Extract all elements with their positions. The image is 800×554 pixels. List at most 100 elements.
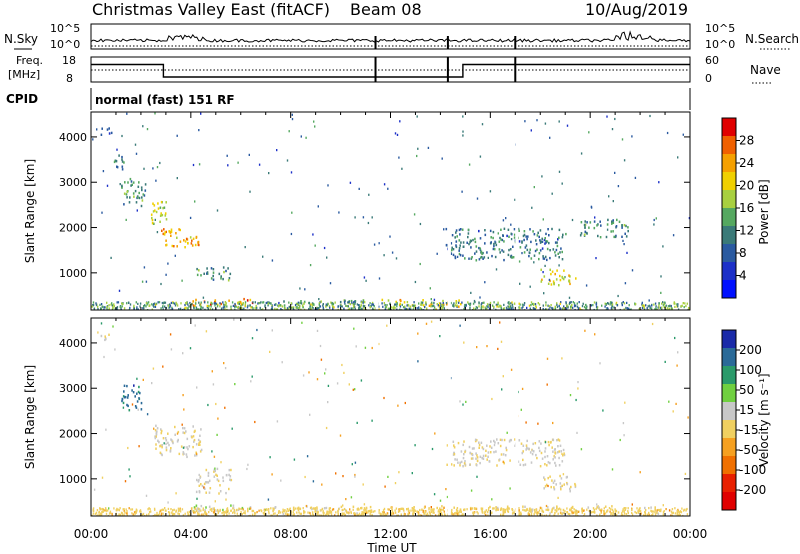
range-cell <box>460 510 462 513</box>
range-cell <box>198 508 201 511</box>
range-cell <box>138 196 141 200</box>
range-cell <box>639 471 641 474</box>
range-cell <box>155 447 157 450</box>
range-cell <box>106 301 108 304</box>
range-cell <box>547 440 550 444</box>
range-cell <box>321 483 323 486</box>
range-cell <box>522 234 525 238</box>
range-cell <box>646 513 649 516</box>
range-cell <box>300 300 302 303</box>
range-cell <box>660 291 662 294</box>
range-cell <box>553 488 556 491</box>
range-cell <box>611 220 613 223</box>
range-cell <box>382 513 385 516</box>
range-cell <box>500 238 502 241</box>
range-cell <box>510 438 512 442</box>
range-cell <box>432 511 434 514</box>
range-cell <box>192 163 195 167</box>
range-cell <box>310 303 312 306</box>
range-cell <box>148 507 150 510</box>
range-cell <box>96 509 99 512</box>
range-cell <box>107 509 109 512</box>
range-cell <box>434 432 436 435</box>
range-cell <box>450 252 453 255</box>
range-cell <box>557 438 560 441</box>
range-cell <box>465 400 467 403</box>
range-cell <box>153 222 155 225</box>
range-cell <box>502 460 504 464</box>
range-cell <box>540 507 543 510</box>
range-cell <box>272 512 275 515</box>
range-cell <box>288 508 291 511</box>
range-cell <box>493 450 495 454</box>
range-cell <box>474 308 477 310</box>
range-cell <box>419 508 421 512</box>
range-cell <box>639 509 642 513</box>
range-cell <box>463 305 466 308</box>
range-cell <box>212 278 215 281</box>
range-cell <box>474 252 476 255</box>
range-cell <box>167 507 170 510</box>
range-cell <box>371 419 373 422</box>
range-cell <box>288 301 290 304</box>
range-cell <box>542 257 545 260</box>
range-cell <box>473 447 475 450</box>
range-cell <box>495 243 498 247</box>
range-cell <box>583 233 586 236</box>
range-cell <box>141 188 143 192</box>
range-cell <box>395 303 397 306</box>
range-cell <box>500 304 502 308</box>
range-cell <box>528 507 531 510</box>
range-cell <box>168 230 170 233</box>
range-cell <box>197 513 199 516</box>
range-cell <box>544 237 546 240</box>
range-cell <box>274 512 276 515</box>
range-cell <box>183 308 185 310</box>
range-cell <box>676 364 678 367</box>
range-cell <box>335 472 337 475</box>
range-cell <box>132 181 135 184</box>
range-cell <box>310 514 312 516</box>
range-cell <box>286 307 289 310</box>
range-cell <box>586 508 588 511</box>
range-cell <box>129 196 131 199</box>
range-cell <box>161 508 164 511</box>
range-cell <box>168 306 170 309</box>
range-cell <box>412 512 414 515</box>
range-cell <box>99 512 102 515</box>
range-cell <box>215 513 218 516</box>
range-cell <box>629 308 631 310</box>
range-cell <box>213 509 216 512</box>
range-cell <box>463 508 466 511</box>
range-cell <box>532 442 534 446</box>
range-cell <box>417 147 419 150</box>
range-cell <box>391 508 393 511</box>
range-cell <box>479 455 482 458</box>
range-cell <box>610 230 612 233</box>
range-cell <box>544 308 547 310</box>
range-cell <box>502 375 504 378</box>
colorbar-swatch <box>722 172 736 191</box>
range-cell <box>178 228 180 231</box>
range-cell <box>223 513 225 516</box>
range-cell <box>233 509 236 512</box>
range-cell <box>433 508 435 511</box>
range-cell <box>398 471 400 474</box>
range-cell <box>531 206 533 209</box>
range-cell <box>519 282 521 285</box>
range-cell <box>400 507 403 510</box>
range-cell <box>453 444 455 447</box>
range-cell <box>328 508 331 511</box>
range-cell <box>511 256 514 259</box>
range-cell <box>157 514 159 516</box>
range-cell <box>543 476 545 479</box>
range-cell <box>535 239 537 242</box>
range-cell <box>596 307 598 310</box>
range-cell <box>511 303 514 306</box>
range-cell <box>243 297 245 301</box>
range-cell <box>387 475 389 478</box>
range-cell <box>585 231 588 235</box>
range-cell <box>535 306 537 309</box>
range-cell <box>547 304 549 307</box>
range-cell <box>118 509 120 512</box>
